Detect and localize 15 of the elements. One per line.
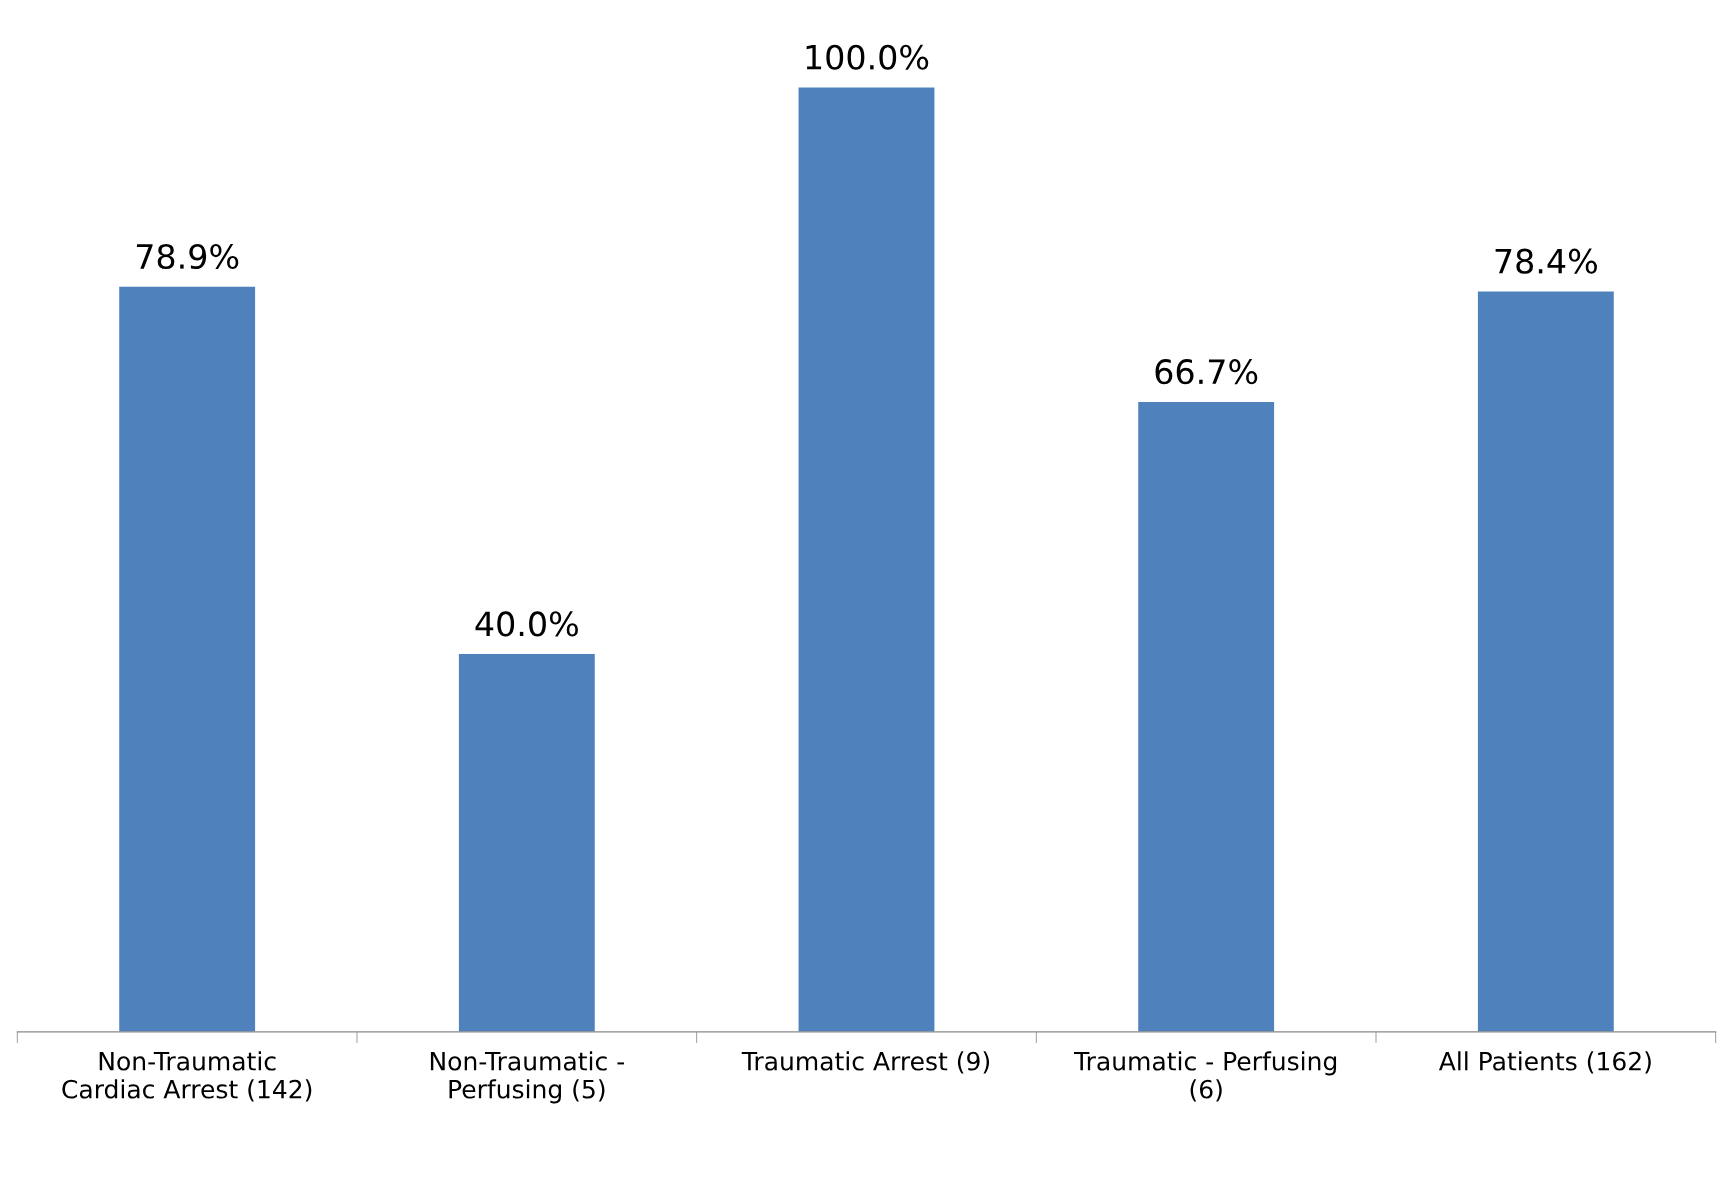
- data-label: 78.9%: [136, 243, 239, 270]
- x-tick-label: All Patients (162): [1438, 1051, 1651, 1074]
- bar: [798, 87, 935, 1032]
- bar: [119, 286, 256, 1032]
- data-label: 66.7%: [1155, 359, 1258, 385]
- data-label: 78.4%: [1495, 248, 1597, 274]
- bar: [458, 654, 595, 1032]
- bar: [1138, 401, 1275, 1032]
- x-tick-label: Non-Traumatic Cardiac Arrest (142): [62, 1051, 312, 1102]
- x-tick-label: Traumatic Arrest (9): [741, 1051, 990, 1074]
- data-label: 40.0%: [475, 611, 578, 637]
- x-tick-label: Traumatic - Perfusing (6): [1073, 1051, 1337, 1102]
- data-label: 100.0%: [806, 44, 929, 70]
- x-tick-label: Non-Traumatic - Perfusing (5): [430, 1051, 624, 1104]
- bar: [1477, 291, 1614, 1032]
